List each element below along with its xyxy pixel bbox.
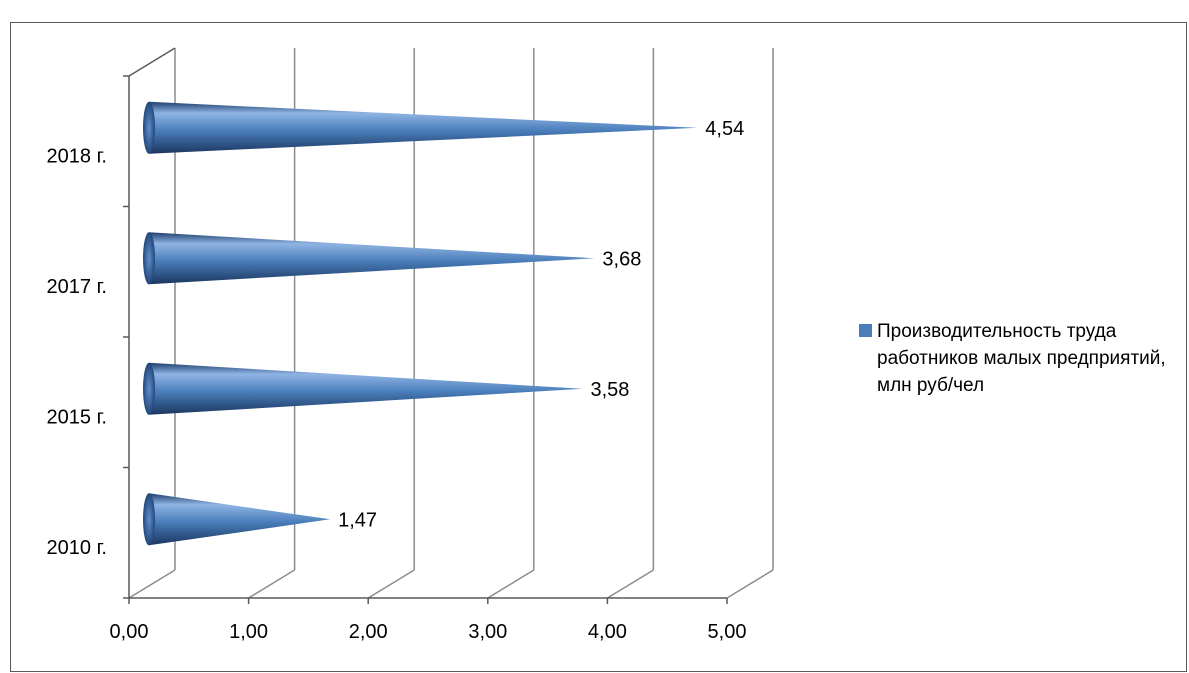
chart-area: 0,00 1,00 2,00 3,00 4,00 5,00 2010 г. 1,47 2015… [10,22,1187,672]
floor-gridline [367,569,415,599]
data-label: 3,68 [602,248,641,270]
floor-gridline [248,569,295,599]
x-tick-label: 1,00 [229,621,268,643]
cone-base [143,362,155,415]
legend-series-label: Производительность труда работников малы… [877,321,1166,396]
cone-base [143,101,155,154]
left-wall-top-edge [128,47,176,77]
y-category-label: 2010 г. [47,537,107,559]
x-tick-label: 4,00 [588,621,627,643]
cone-bar [149,101,698,154]
x-tick-label: 0,00 [110,621,149,643]
y-category-label: 2015 г. [47,406,107,428]
data-label: 3,58 [590,379,629,401]
x-tick-label: 3,00 [468,621,507,643]
data-label: 4,54 [705,118,744,140]
cone-bar-chart: 0,00 1,00 2,00 3,00 4,00 5,00 2010 г. 1,47 2015… [47,47,774,643]
floor-gridline [607,569,654,599]
y-category-label: 2018 г. [47,145,107,167]
x-tick-label: 5,00 [708,621,747,643]
cone-bar [149,362,583,415]
floor-gridline [128,569,176,599]
y-category-label: 2017 г. [47,276,107,298]
data-label: 1,47 [338,509,377,531]
cropped-caption-text [0,0,1189,8]
x-tick-label: 2,00 [349,621,388,643]
cone-bar [149,493,331,546]
floor-gridline [726,569,774,599]
legend-swatch [859,324,872,337]
cone-bar [149,232,595,285]
floor-gridline [487,569,535,599]
cone-base [143,493,155,546]
cone-base [143,232,155,285]
